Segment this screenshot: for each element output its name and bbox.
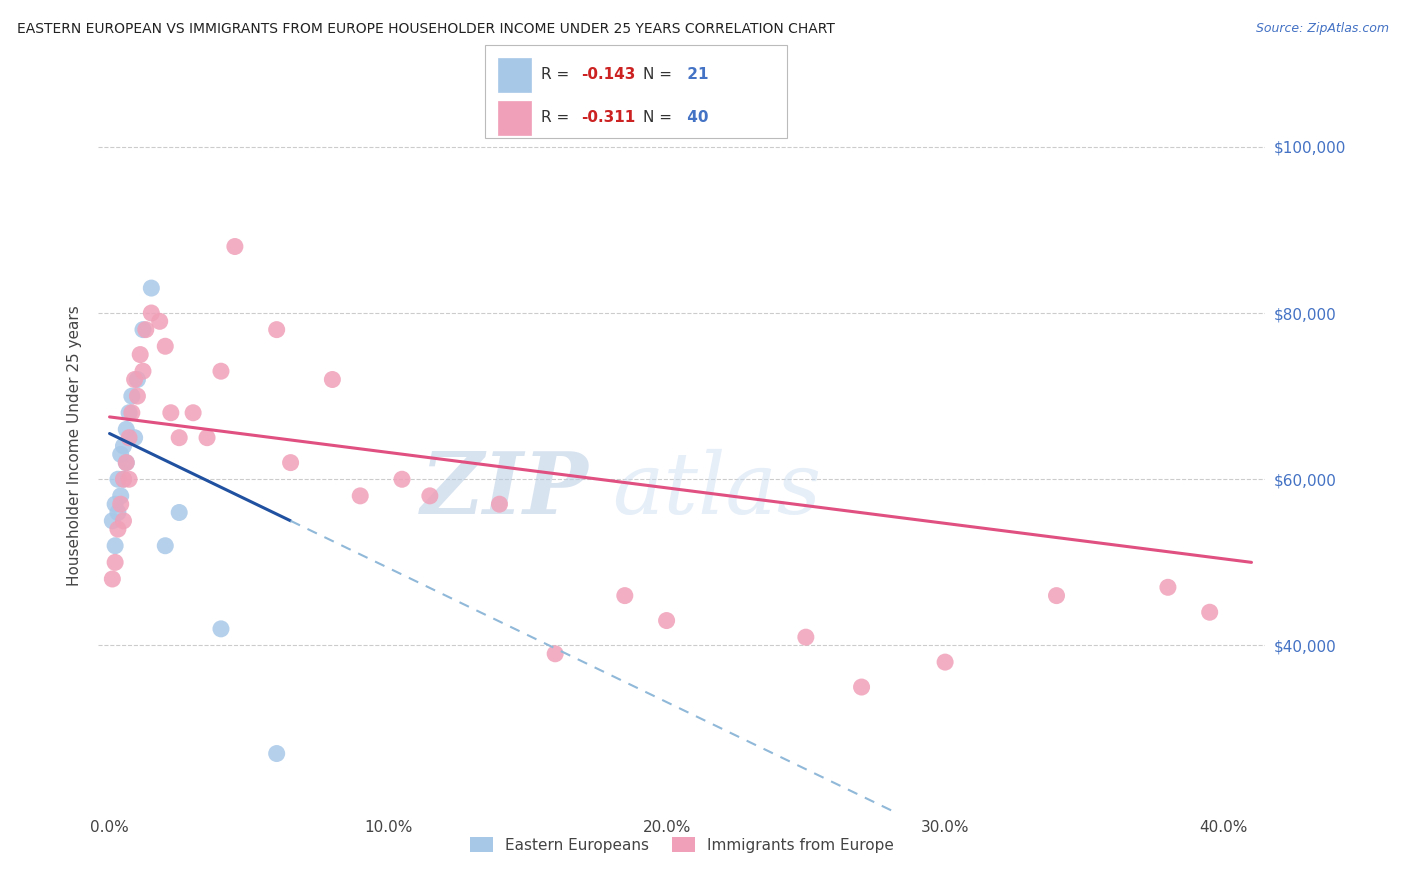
Text: 21: 21 <box>682 67 709 82</box>
Point <box>167 506 190 520</box>
Point <box>112 472 135 486</box>
Point <box>104 539 127 553</box>
Point <box>419 489 441 503</box>
Point <box>110 489 132 503</box>
Text: EASTERN EUROPEAN VS IMMIGRANTS FROM EUROPE HOUSEHOLDER INCOME UNDER 25 YEARS COR: EASTERN EUROPEAN VS IMMIGRANTS FROM EURO… <box>17 22 835 37</box>
Point <box>121 406 143 420</box>
Point <box>209 622 232 636</box>
Point <box>107 506 129 520</box>
Legend: Eastern Europeans, Immigrants from Europe: Eastern Europeans, Immigrants from Europ… <box>464 831 900 859</box>
Point <box>115 456 138 470</box>
Text: 40: 40 <box>682 110 709 125</box>
Point <box>107 522 129 536</box>
Point <box>321 372 343 386</box>
Point <box>155 339 177 353</box>
Point <box>127 389 149 403</box>
Point <box>391 472 413 486</box>
Point <box>118 431 141 445</box>
Point <box>195 431 218 445</box>
Point <box>127 372 149 386</box>
Point <box>124 372 146 386</box>
Point <box>104 497 127 511</box>
Point <box>112 472 135 486</box>
Point <box>132 364 155 378</box>
Point <box>544 647 567 661</box>
Point <box>160 406 183 420</box>
Point <box>115 456 138 470</box>
Point <box>224 239 246 253</box>
Text: N =: N = <box>643 110 672 125</box>
Point <box>266 747 288 761</box>
Point <box>115 422 138 436</box>
Point <box>488 497 510 511</box>
Point <box>209 364 232 378</box>
Point <box>1157 580 1180 594</box>
Point <box>141 281 163 295</box>
Point <box>280 456 302 470</box>
Point <box>101 514 124 528</box>
Text: ZIP: ZIP <box>420 448 589 532</box>
Point <box>851 680 873 694</box>
Point <box>104 555 127 569</box>
Text: -0.311: -0.311 <box>581 110 636 125</box>
Point <box>121 389 143 403</box>
Point <box>110 497 132 511</box>
Point <box>167 431 190 445</box>
Point <box>112 514 135 528</box>
Point <box>934 655 956 669</box>
Point <box>155 539 177 553</box>
Y-axis label: Householder Income Under 25 years: Householder Income Under 25 years <box>67 306 83 586</box>
Point <box>110 447 132 461</box>
Point <box>149 314 172 328</box>
Point <box>135 323 157 337</box>
Point <box>129 348 152 362</box>
Point <box>107 472 129 486</box>
Point <box>1045 589 1067 603</box>
Point <box>266 323 288 337</box>
Text: N =: N = <box>643 67 672 82</box>
Point <box>655 614 678 628</box>
Point <box>112 439 135 453</box>
Text: R =: R = <box>541 67 569 82</box>
Text: R =: R = <box>541 110 569 125</box>
Point <box>101 572 124 586</box>
Point <box>132 323 155 337</box>
Point <box>794 630 817 644</box>
Text: Source: ZipAtlas.com: Source: ZipAtlas.com <box>1256 22 1389 36</box>
Text: atlas: atlas <box>612 449 821 532</box>
Point <box>1198 605 1220 619</box>
Point <box>141 306 163 320</box>
Point <box>181 406 204 420</box>
Point <box>118 406 141 420</box>
Text: -0.143: -0.143 <box>581 67 636 82</box>
Point <box>349 489 371 503</box>
Point <box>613 589 636 603</box>
Point <box>124 431 146 445</box>
Point <box>118 472 141 486</box>
